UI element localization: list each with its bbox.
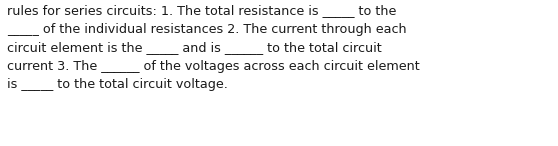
Text: rules for series circuits: 1. The total resistance is _____ to the
_____ of the : rules for series circuits: 1. The total …	[7, 4, 420, 91]
